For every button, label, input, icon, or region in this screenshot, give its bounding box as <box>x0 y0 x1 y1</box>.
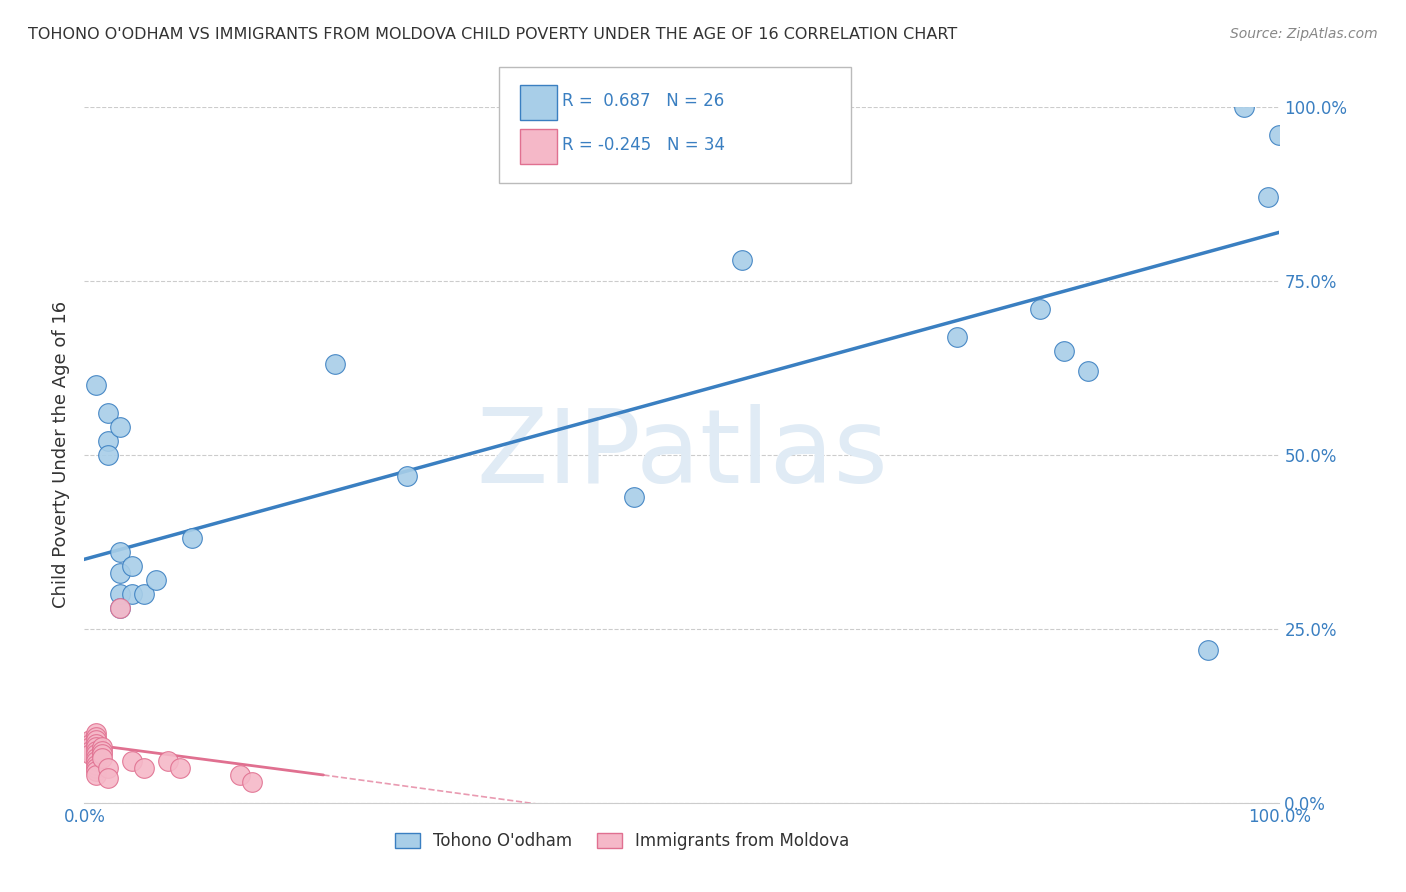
Point <box>86 740 108 755</box>
Point <box>86 754 108 768</box>
Point <box>86 768 108 782</box>
Point <box>86 757 108 772</box>
Point <box>1053 343 1076 358</box>
Point <box>946 329 969 343</box>
Legend: Tohono O'odham, Immigrants from Moldova: Tohono O'odham, Immigrants from Moldova <box>388 826 856 857</box>
Point <box>91 740 114 755</box>
Point <box>91 747 114 761</box>
Point <box>86 761 108 775</box>
Point <box>121 587 143 601</box>
Point <box>79 733 101 747</box>
Point <box>1197 642 1219 657</box>
Point <box>86 733 108 747</box>
Point <box>97 406 120 420</box>
Point <box>110 601 132 615</box>
Point <box>1268 128 1291 142</box>
Point <box>1233 100 1256 114</box>
Point <box>110 420 132 434</box>
Point <box>132 761 156 775</box>
Point <box>110 566 132 581</box>
Point <box>73 744 96 758</box>
Point <box>1029 301 1052 316</box>
Point <box>396 468 419 483</box>
Point <box>623 490 645 504</box>
Point <box>145 573 167 587</box>
Point <box>86 378 108 392</box>
Y-axis label: Child Poverty Under the Age of 16: Child Poverty Under the Age of 16 <box>52 301 70 608</box>
Text: Source: ZipAtlas.com: Source: ZipAtlas.com <box>1230 27 1378 41</box>
Point <box>86 744 108 758</box>
Point <box>169 761 191 775</box>
Point <box>110 601 132 615</box>
Text: R = -0.245   N = 34: R = -0.245 N = 34 <box>562 136 725 154</box>
Point <box>97 772 120 786</box>
Point <box>132 587 156 601</box>
Point <box>240 775 263 789</box>
Point <box>110 545 132 559</box>
Point <box>86 750 108 764</box>
Point <box>97 448 120 462</box>
Point <box>86 747 108 761</box>
Text: R =  0.687   N = 26: R = 0.687 N = 26 <box>562 92 724 110</box>
Point <box>731 253 754 268</box>
Point <box>121 754 143 768</box>
Point <box>110 587 132 601</box>
Point <box>86 726 108 740</box>
Point <box>1077 364 1099 378</box>
Point <box>73 740 96 755</box>
Point <box>79 744 101 758</box>
Point <box>91 744 114 758</box>
Point <box>1257 190 1279 204</box>
Point <box>157 754 180 768</box>
Text: TOHONO O'ODHAM VS IMMIGRANTS FROM MOLDOVA CHILD POVERTY UNDER THE AGE OF 16 CORR: TOHONO O'ODHAM VS IMMIGRANTS FROM MOLDOV… <box>28 27 957 42</box>
Point <box>229 768 252 782</box>
Point <box>86 730 108 744</box>
Point <box>79 740 101 755</box>
Point <box>97 761 120 775</box>
Text: ZIPatlas: ZIPatlas <box>477 404 887 506</box>
Point <box>79 747 101 761</box>
Point <box>325 358 347 372</box>
Point <box>86 737 108 751</box>
Point <box>73 737 96 751</box>
Point <box>97 434 120 448</box>
Point <box>181 532 204 546</box>
Point <box>121 559 143 574</box>
Point <box>79 737 101 751</box>
Point <box>86 764 108 779</box>
Point <box>91 750 114 764</box>
